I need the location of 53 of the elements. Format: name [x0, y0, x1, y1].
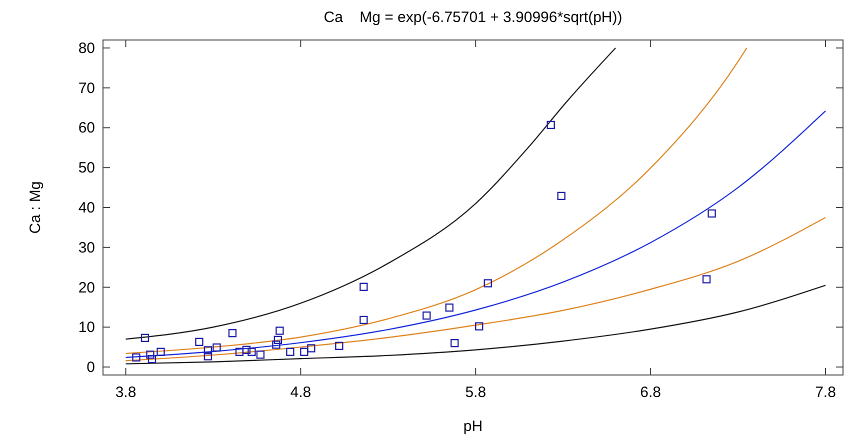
line-series	[125, 216, 826, 362]
point	[307, 344, 316, 352]
point	[204, 346, 212, 354]
point	[274, 336, 282, 344]
point	[360, 282, 368, 291]
line-series	[125, 47, 748, 354]
point	[445, 304, 454, 312]
y-tick-label: 60	[78, 120, 95, 137]
point	[140, 334, 150, 342]
x-tick-label: 6.8	[640, 384, 661, 401]
y-tick-label: 40	[78, 200, 95, 216]
y-axis-title: Ca : Mg	[27, 181, 44, 234]
x-axis-title: pH	[463, 418, 483, 435]
point	[422, 311, 431, 320]
point	[708, 209, 716, 218]
line-series	[125, 47, 616, 340]
y-tick-label: 0	[86, 359, 95, 376]
chart-title: Ca Mg = exp(-6.75701 + 3.90996*sqrt(pH))	[324, 9, 622, 26]
point	[450, 338, 459, 348]
point	[235, 348, 244, 356]
point	[300, 348, 308, 356]
point	[256, 350, 265, 359]
point	[557, 192, 566, 200]
point	[228, 329, 237, 338]
point	[132, 353, 140, 362]
y-tick-label: 70	[78, 80, 95, 97]
point	[272, 340, 280, 349]
point	[286, 348, 294, 356]
point	[248, 348, 256, 356]
point	[195, 338, 204, 346]
y-tick-label: 50	[78, 160, 95, 177]
y-tick-label: 30	[78, 239, 95, 256]
point	[148, 354, 156, 364]
point	[276, 326, 284, 335]
x-tick-label: 7.8	[815, 384, 836, 401]
y-tick-label: 80	[78, 40, 95, 57]
point	[360, 316, 368, 324]
point	[156, 348, 165, 356]
x-tick-label: 4.8	[290, 384, 312, 401]
line-series	[125, 284, 826, 364]
point	[204, 352, 212, 360]
y-tick-label: 20	[78, 279, 95, 296]
point	[484, 279, 492, 288]
point	[242, 346, 251, 354]
x-tick-label: 5.8	[465, 384, 486, 401]
point	[546, 120, 555, 130]
point	[475, 322, 484, 330]
y-tick-label: 10	[78, 319, 95, 336]
point	[702, 275, 711, 284]
x-tick-label: 3.8	[115, 384, 136, 401]
point	[146, 350, 154, 359]
point	[212, 343, 221, 352]
point	[335, 342, 344, 350]
